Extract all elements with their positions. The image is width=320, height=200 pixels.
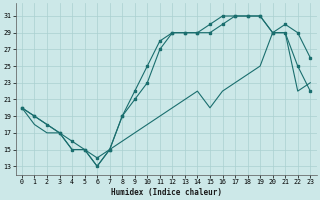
X-axis label: Humidex (Indice chaleur): Humidex (Indice chaleur) [111,188,221,197]
